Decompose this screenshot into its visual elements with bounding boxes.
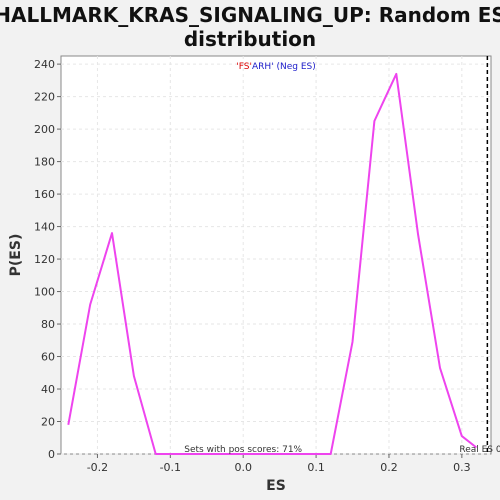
y-tick-label: 220 — [34, 91, 55, 104]
y-tick-label: 40 — [41, 383, 55, 396]
x-tick-label: 0.0 — [234, 461, 252, 474]
y-tick-label: 180 — [34, 156, 55, 169]
chart-title-line-1: HALLMARK_KRAS_SIGNALING_UP: Random ES — [0, 3, 500, 27]
x-axis-label: ES — [266, 478, 286, 494]
y-tick-label: 140 — [34, 221, 55, 234]
x-axis-ticks: -0.2 -0.1 0.0 0.1 0.2 0.3 — [87, 454, 471, 474]
grid-lines — [61, 56, 491, 455]
chart-title-line-2: distribution — [184, 27, 316, 51]
plot-area — [60, 55, 492, 455]
y-tick-label: 160 — [34, 188, 55, 201]
annotation-bottom: Sets with pos scores: 71% — [184, 445, 302, 455]
annotation-top: 'FS'ARH' (Neg ES) — [236, 62, 315, 72]
y-axis-ticks: 0 20 40 60 80 100 120 140 160 180 200 220 240 — [34, 58, 61, 461]
y-tick-label: 0 — [48, 448, 55, 461]
series-line — [67, 72, 478, 455]
y-tick-label: 100 — [34, 286, 55, 299]
y-tick-label: 80 — [41, 318, 55, 331]
x-tick-label: 0.1 — [307, 461, 325, 474]
x-tick-label: 0.3 — [453, 461, 471, 474]
series-group — [67, 72, 478, 455]
x-tick-label: -0.1 — [160, 461, 181, 474]
annotation-top-part-2: ARH' (Neg ES) — [252, 62, 316, 72]
y-tick-label: 120 — [34, 253, 55, 266]
real-es-label: Real ES 0 — [459, 445, 500, 455]
y-tick-label: 60 — [41, 351, 55, 364]
x-tick-label: -0.2 — [87, 461, 108, 474]
y-tick-label: 240 — [34, 58, 55, 71]
x-tick-label: 0.2 — [380, 461, 398, 474]
y-axis-label: P(ES) — [8, 234, 24, 277]
y-tick-label: 20 — [41, 416, 55, 429]
y-tick-label: 200 — [34, 123, 55, 136]
annotation-top-part-1: 'FS' — [236, 62, 252, 72]
